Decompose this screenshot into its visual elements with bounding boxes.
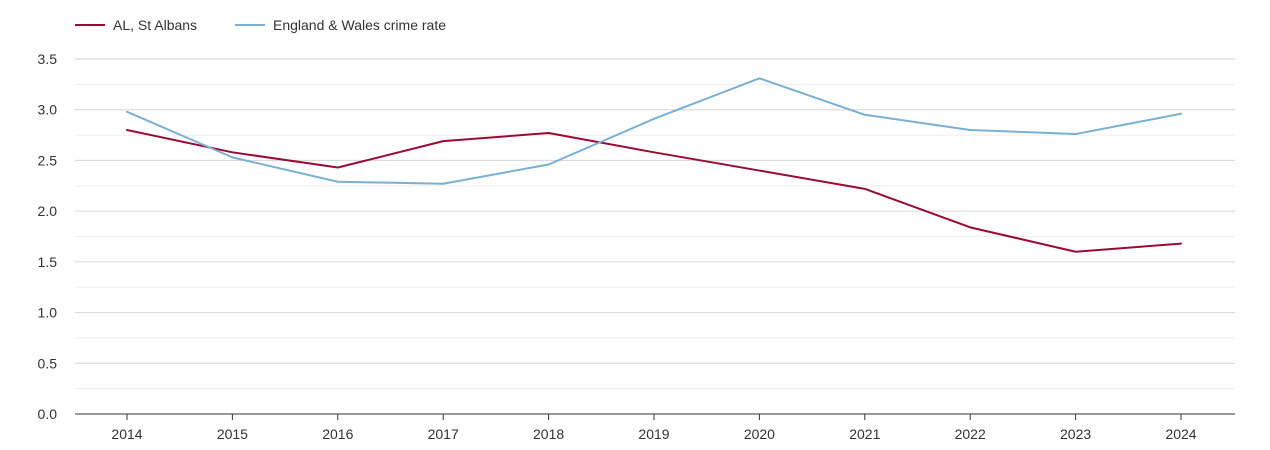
x-tick-label: 2023 xyxy=(1060,426,1091,442)
x-tick-label: 2016 xyxy=(322,426,353,442)
series-lines xyxy=(126,77,1182,253)
x-tick-label: 2014 xyxy=(111,426,142,442)
legend: AL, St Albans England & Wales crime rate xyxy=(75,17,446,33)
x-tick-label: 2015 xyxy=(217,426,248,442)
x-tick-label: 2017 xyxy=(428,426,459,442)
gridlines xyxy=(75,58,1235,390)
y-tick-label: 1.5 xyxy=(38,254,58,270)
y-tick-label: 3.5 xyxy=(38,51,58,67)
y-tick-label: 3.0 xyxy=(38,102,58,118)
y-axis: 0.0 0.5 1.0 1.5 2.0 2.5 3.0 3.5 xyxy=(38,51,58,422)
x-tick-label: 2022 xyxy=(955,426,986,442)
x-tick-label: 2021 xyxy=(849,426,880,442)
series-line-1 xyxy=(126,77,1182,185)
y-tick-label: 0.0 xyxy=(38,406,58,422)
legend-label-1: England & Wales crime rate xyxy=(273,17,446,33)
x-axis: 2014 2015 2016 2017 2018 2019 2020 2021 2022 2023… xyxy=(75,413,1235,442)
y-tick-label: 2.0 xyxy=(38,203,58,219)
legend-label-0: AL, St Albans xyxy=(113,17,197,33)
series-line-0 xyxy=(126,129,1182,253)
y-tick-label: 2.5 xyxy=(38,152,58,168)
x-tick-label: 2018 xyxy=(533,426,564,442)
x-tick-label: 2020 xyxy=(744,426,775,442)
x-tick-label: 2019 xyxy=(638,426,669,442)
y-tick-label: 1.0 xyxy=(38,305,58,321)
y-tick-label: 0.5 xyxy=(38,355,58,371)
x-tick-label: 2024 xyxy=(1165,426,1196,442)
